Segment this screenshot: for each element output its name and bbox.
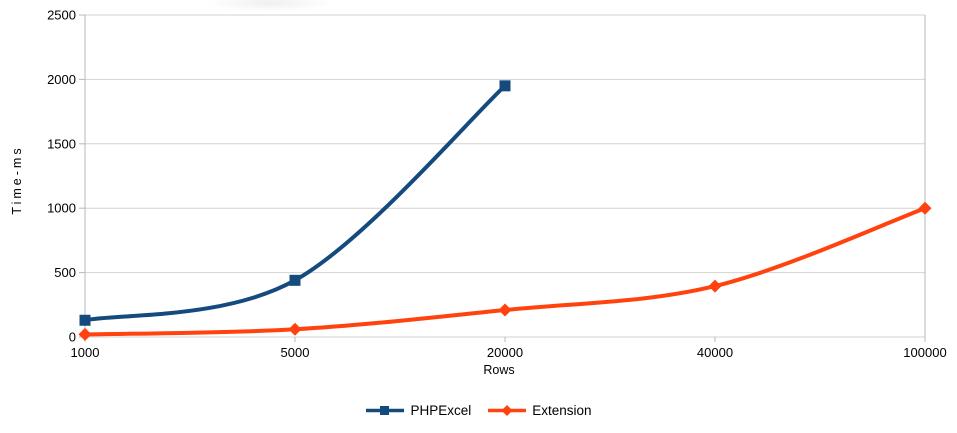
- extension-marker: [78, 327, 92, 341]
- extension-line-diamond-icon: [488, 405, 527, 416]
- extension-marker: [288, 322, 302, 336]
- y-tick-label: 2500: [47, 8, 76, 23]
- y-axis-title: Time-ms: [10, 145, 24, 214]
- plot-area: 0 500 1000 1500 2000 2500 1000 5000 20000 40000 10…: [47, 8, 947, 361]
- extension-marker: [498, 303, 512, 317]
- extension-marker: [708, 279, 722, 293]
- legend-item-phpexcel: PHPExcel: [365, 403, 471, 418]
- phpexcel-line-square-icon: [366, 406, 405, 415]
- y-tick-label: 1500: [47, 136, 76, 151]
- phpexcel-line: [83, 83, 507, 323]
- y-tick-label: 1000: [47, 201, 76, 216]
- x-tick-label: 100000: [903, 345, 946, 360]
- phpexcel-marker: [289, 274, 301, 286]
- phpexcel-marker: [79, 314, 91, 326]
- legend-item-extension: Extension: [487, 403, 592, 418]
- x-tick-label: 20000: [487, 345, 523, 360]
- y-tick-label: 0: [69, 330, 76, 345]
- phpexcel-marker: [499, 80, 511, 92]
- x-tick-label: 1000: [71, 345, 100, 360]
- x-tick-label: 5000: [281, 345, 310, 360]
- legend-label: PHPExcel: [410, 403, 472, 418]
- x-tick-label: 40000: [697, 345, 733, 360]
- chart-legend: PHPExcel Extension: [0, 403, 957, 418]
- extension-marker: [918, 201, 932, 215]
- y-tick-label: 2000: [47, 72, 76, 87]
- y-tick-label: 500: [54, 265, 76, 280]
- x-axis-title: Rows: [483, 363, 514, 377]
- legend-label: Extension: [532, 403, 592, 418]
